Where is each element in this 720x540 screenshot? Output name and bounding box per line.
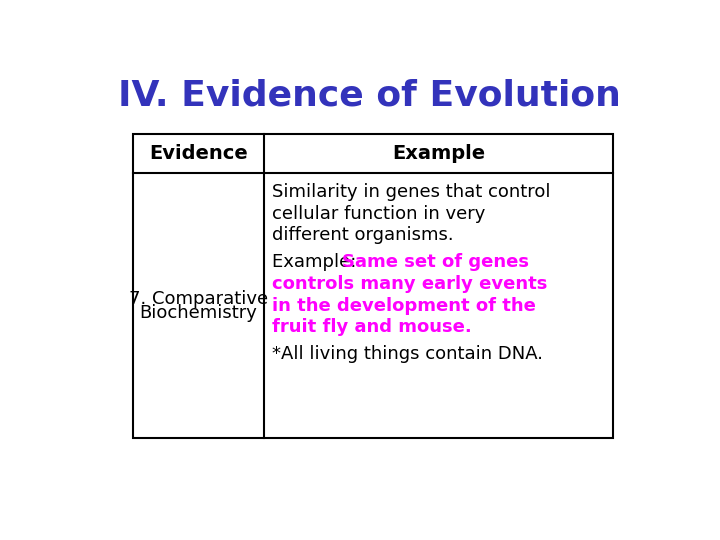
Text: *All living things contain DNA.: *All living things contain DNA. — [272, 345, 543, 363]
Text: cellular function in very: cellular function in very — [272, 205, 485, 223]
Text: Similarity in genes that control: Similarity in genes that control — [272, 184, 551, 201]
Text: Example:: Example: — [272, 253, 362, 272]
Text: fruit fly and mouse.: fruit fly and mouse. — [272, 318, 472, 336]
Text: 7. Comparative: 7. Comparative — [129, 291, 268, 308]
Text: Biochemistry: Biochemistry — [140, 304, 258, 322]
Text: Example: Example — [392, 144, 485, 163]
Bar — [132, 134, 613, 438]
Text: Same set of genes: Same set of genes — [342, 253, 529, 272]
Text: controls many early events: controls many early events — [272, 275, 547, 293]
Text: Evidence: Evidence — [149, 144, 248, 163]
Text: IV. Evidence of Evolution: IV. Evidence of Evolution — [117, 79, 621, 113]
Text: in the development of the: in the development of the — [272, 296, 536, 314]
Text: different organisms.: different organisms. — [272, 226, 454, 245]
